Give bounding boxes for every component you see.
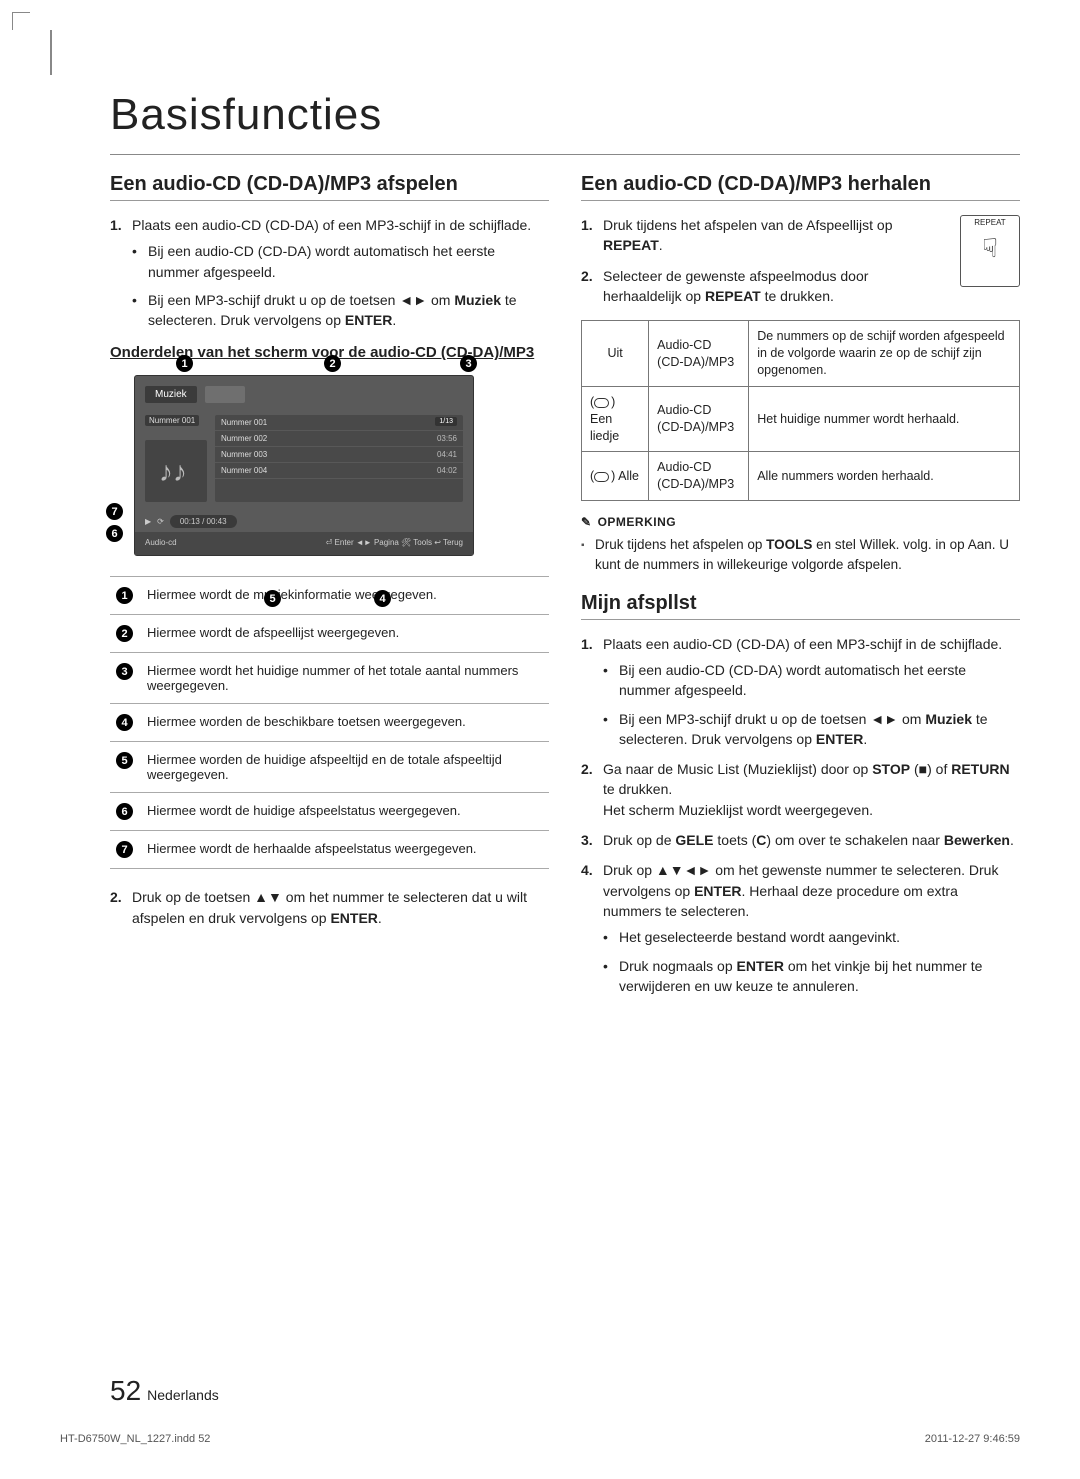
note-item: Druk tijdens het afspelen op TOOLS en st… xyxy=(581,535,1020,576)
track-counter: 1/13 xyxy=(435,417,457,426)
step: Selecteer de gewenste afspeelmodus door … xyxy=(581,266,1020,307)
source-label: Audio-cd xyxy=(145,538,177,547)
bullet: Druk nogmaals op ENTER om het vinkje bij… xyxy=(603,956,1020,997)
bullet: Bij een MP3-schijf drukt u op de toetsen… xyxy=(132,290,549,331)
repeat-all-icon xyxy=(594,472,609,482)
bullet: Bij een audio-CD (CD-DA) wordt automatis… xyxy=(603,660,1020,701)
step-1: Plaats een audio-CD (CD-DA) of een MP3-s… xyxy=(110,215,549,330)
note-icon: ✎ xyxy=(581,515,592,529)
section-heading: Mijn afspllst xyxy=(581,592,1020,620)
page-title: Basisfuncties xyxy=(110,90,1020,140)
section-heading: Een audio-CD (CD-DA)/MP3 afspelen xyxy=(110,173,549,201)
section-heading: Een audio-CD (CD-DA)/MP3 herhalen xyxy=(581,173,1020,201)
track-list: 1/13 Nummer 00100:43 Nummer 00203:56 Num… xyxy=(215,415,463,502)
step: Druk op ▲▼◄► om het gewenste nummer te s… xyxy=(581,860,1020,996)
step: Druk op de GELE toets (C) om over te sch… xyxy=(581,830,1020,850)
bullet: Bij een MP3-schijf drukt u op de toetsen… xyxy=(603,709,1020,750)
left-column: Een audio-CD (CD-DA)/MP3 afspelen Plaats… xyxy=(110,173,549,1006)
bullet: Het geselecteerde bestand wordt aangevin… xyxy=(603,927,1020,947)
screen-tab: Muziek xyxy=(145,386,197,403)
legend-table: 1Hiermee wordt de muziekinformatie weerg… xyxy=(110,576,549,869)
step: Druk tijdens het afspelen van de Afspeel… xyxy=(581,215,1020,256)
time-display: 00:13 / 00:43 xyxy=(170,515,237,528)
note-heading: ✎OPMERKING xyxy=(581,515,1020,529)
play-icon: ▶ xyxy=(145,517,151,526)
step-2: Druk op de toetsen ▲▼ om het nummer te s… xyxy=(110,887,549,928)
cover-label: Nummer 001 xyxy=(145,415,199,426)
repeat-state-icon: ⟳ xyxy=(157,517,164,526)
right-column: Een audio-CD (CD-DA)/MP3 herhalen REPEAT… xyxy=(581,173,1020,1006)
repeat-modes-table: Uit Audio-CD (CD-DA)/MP3 De nummers op d… xyxy=(581,320,1020,501)
screen-diagram: 1 2 3 7 6 5 4 Muziek Nummer 001 ♪♪ xyxy=(134,375,549,556)
bullet: Bij een audio-CD (CD-DA) wordt automatis… xyxy=(132,241,549,282)
step: Ga naar de Music List (Muzieklijst) door… xyxy=(581,759,1020,820)
toolbar-hints: ⏎ Enter ◄► Pagina 🛠 Tools ↩ Terug xyxy=(326,538,463,547)
print-meta: HT-D6750W_NL_1227.indd 52 2011-12-27 9:4… xyxy=(60,1433,1020,1445)
repeat-one-icon xyxy=(594,398,609,408)
step: Plaats een audio-CD (CD-DA) of een MP3-s… xyxy=(581,634,1020,749)
page-footer: 52Nederlands xyxy=(110,1375,219,1407)
